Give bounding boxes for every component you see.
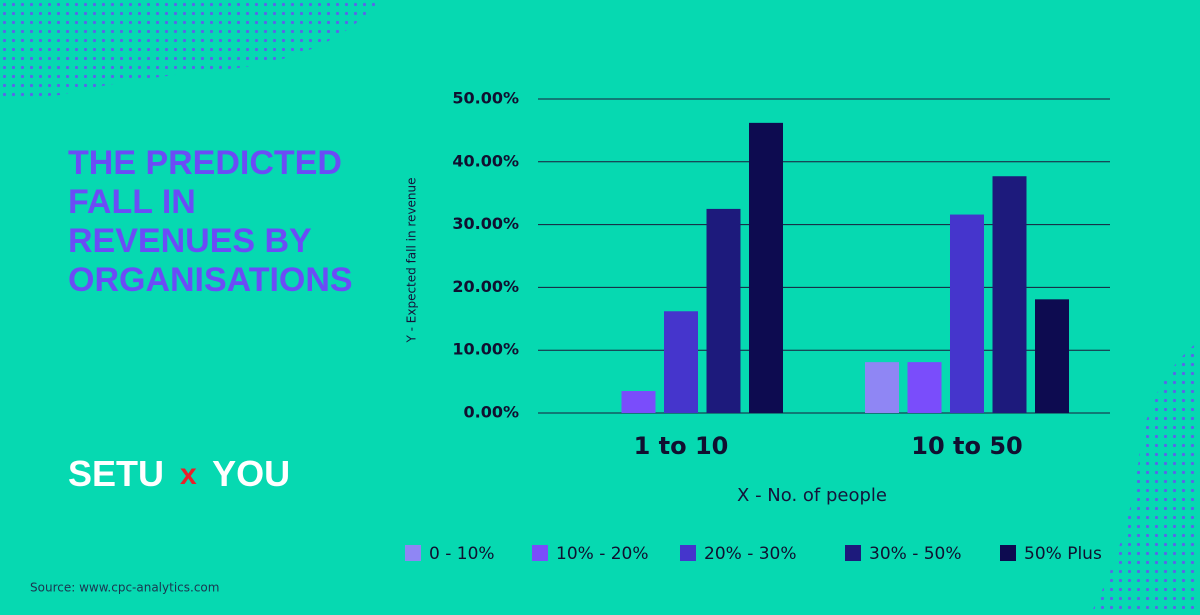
legend-swatch: [532, 545, 548, 561]
title-line: ORGANISATIONS: [68, 261, 353, 299]
y-tick-label: 0.00%: [463, 403, 519, 422]
logo-right: YOU: [212, 453, 290, 494]
legend-label: 20% - 30%: [704, 544, 797, 564]
legend-label: 50% Plus: [1024, 544, 1102, 564]
source: Source: www.cpc-analytics.com: [30, 581, 219, 595]
y-axis-title: Y - Expected fall in revenue: [405, 177, 419, 343]
y-tick-label: 40.00%: [452, 151, 519, 170]
bar: [950, 214, 984, 413]
legend-label: 10% - 20%: [556, 544, 649, 564]
legend-swatch: [680, 545, 696, 561]
bar: [664, 311, 698, 413]
title-line: REVENUES BY: [68, 222, 312, 260]
legend-label: 0 - 10%: [429, 544, 495, 564]
bar: [706, 208, 741, 413]
legend-swatch: [1000, 545, 1016, 561]
dot-decoration: [1090, 340, 1200, 615]
legend-label: 30% - 50%: [869, 544, 962, 564]
dot-decoration: [0, 0, 380, 100]
y-tick-label: 50.00%: [452, 89, 519, 108]
logo: SETU x YOU: [68, 453, 290, 494]
bar: [1035, 299, 1069, 413]
title-line: THE PREDICTED: [68, 144, 342, 182]
legend-swatch: [405, 545, 421, 561]
title-line: FALL IN: [68, 183, 196, 221]
logo-left: SETU: [68, 453, 164, 494]
y-tick-label: 10.00%: [452, 340, 519, 359]
bar: [749, 122, 783, 413]
logo-middle: x: [180, 458, 197, 491]
y-tick-label: 30.00%: [452, 214, 519, 233]
x-axis-title: X - No. of people: [737, 485, 887, 506]
bar: [621, 391, 656, 413]
legend-swatch: [845, 545, 861, 561]
bar: [865, 362, 899, 413]
y-tick-label: 20.00%: [452, 277, 519, 296]
bar: [907, 362, 942, 413]
x-tick-label: 10 to 50: [911, 432, 1022, 460]
bar: [992, 176, 1027, 413]
x-tick-label: 1 to 10: [634, 432, 729, 460]
